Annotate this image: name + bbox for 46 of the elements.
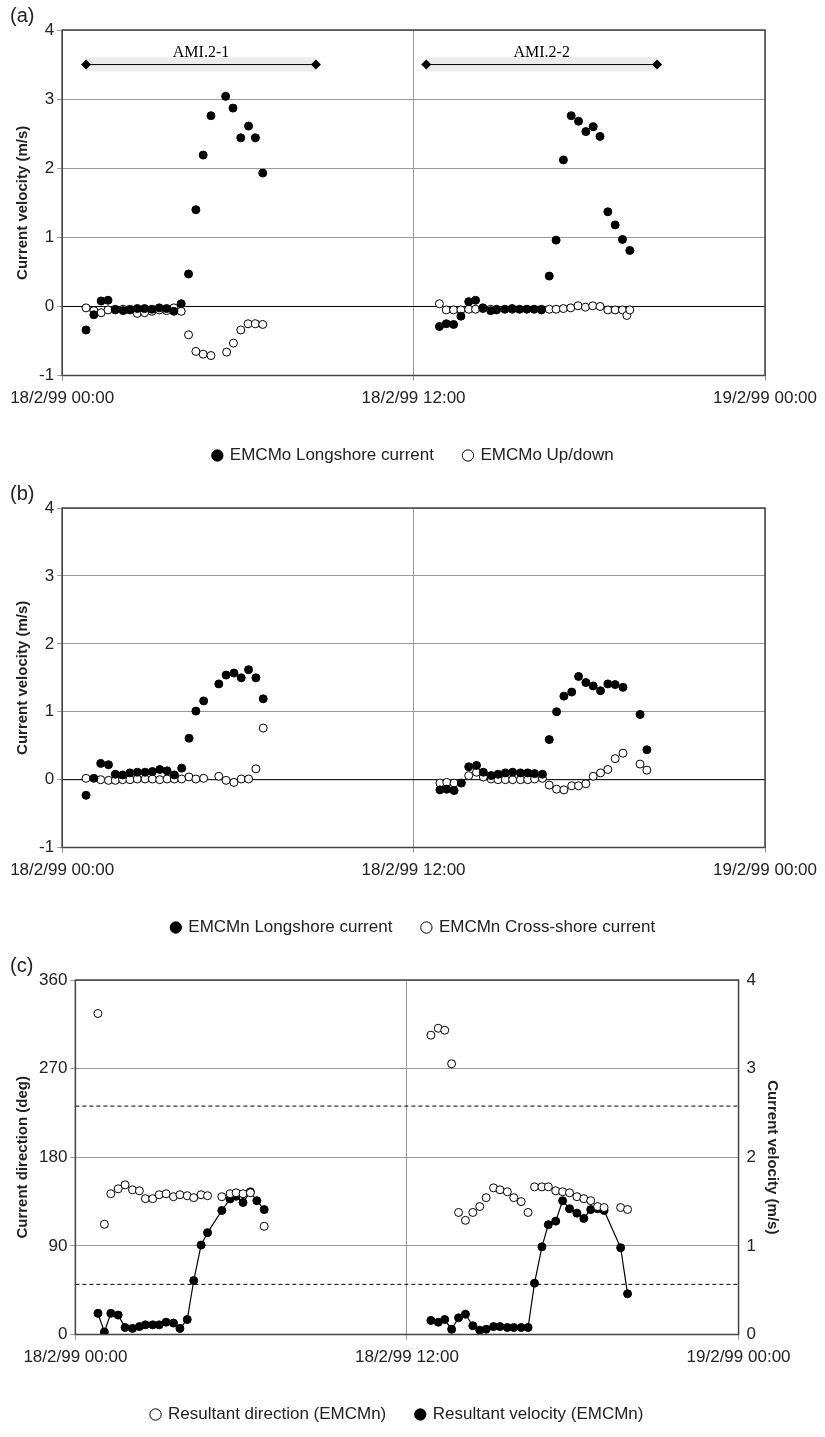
y2-tick-label: 2 xyxy=(746,1146,757,1166)
y-tick-label: -1 xyxy=(38,365,55,385)
x-tick-label: 19/2/99 00:00 xyxy=(686,1347,791,1367)
chart-title: (c) xyxy=(10,953,34,976)
x-tick-label: 18/2/99 12:00 xyxy=(361,388,466,408)
legend-label: EMCMo Up/down xyxy=(480,445,614,465)
legend-label: EMCMn Cross-shore current xyxy=(438,917,656,937)
x-tick-label: 18/2/99 00:00 xyxy=(23,1347,128,1367)
x-tick-label: 18/2/99 12:00 xyxy=(361,860,466,880)
x-tick-label: 18/2/99 00:00 xyxy=(10,860,115,880)
y-tick-label: 3 xyxy=(44,88,55,108)
y-tick-label: 360 xyxy=(38,969,68,989)
band-label: AMI.2-1 xyxy=(172,42,230,60)
y-tick-label: 1 xyxy=(44,701,55,721)
y-axis-title: Current direction (deg) xyxy=(13,1076,31,1239)
y-axis-title: Current velocity (m/s) xyxy=(13,600,31,755)
chart-title: (b) xyxy=(10,481,35,504)
y-tick-label: 4 xyxy=(44,19,55,39)
x-tick-label: 18/2/99 12:00 xyxy=(354,1347,459,1367)
legend-label: Resultant direction (EMCMn) xyxy=(168,1404,387,1424)
y-tick-label: 0 xyxy=(44,296,55,316)
y2-tick-label: 4 xyxy=(746,969,757,989)
legend-label: EMCMo Longshore current xyxy=(229,445,435,465)
x-tick-label: 18/2/99 00:00 xyxy=(10,388,115,408)
chart-title: (a) xyxy=(10,3,35,26)
legend-label: Resultant velocity (EMCMn) xyxy=(432,1404,644,1424)
y2-axis-title: Current velocity (m/s) xyxy=(764,1080,782,1235)
y2-tick-label: 0 xyxy=(746,1324,757,1344)
y-tick-label: 2 xyxy=(44,633,55,653)
y2-tick-label: 1 xyxy=(746,1235,757,1255)
band-label: AMI.2-2 xyxy=(513,42,570,60)
y-tick-label: 90 xyxy=(48,1235,68,1255)
y-tick-label: 270 xyxy=(38,1058,68,1078)
x-tick-label: 19/2/99 00:00 xyxy=(713,860,817,880)
y-tick-label: 2 xyxy=(44,157,55,177)
y-axis-title: Current velocity (m/s) xyxy=(13,125,31,280)
x-tick-label: 19/2/99 00:00 xyxy=(713,388,817,408)
y-tick-label: 0 xyxy=(57,1324,68,1344)
legend-label: EMCMn Longshore current xyxy=(188,917,393,937)
y-tick-label: 180 xyxy=(38,1146,68,1166)
y-tick-label: 4 xyxy=(44,497,55,517)
y-tick-label: 1 xyxy=(44,227,55,247)
y-tick-label: 0 xyxy=(44,769,55,789)
y-tick-label: 3 xyxy=(44,565,55,585)
y-tick-label: -1 xyxy=(38,837,55,857)
y2-tick-label: 3 xyxy=(746,1058,757,1078)
